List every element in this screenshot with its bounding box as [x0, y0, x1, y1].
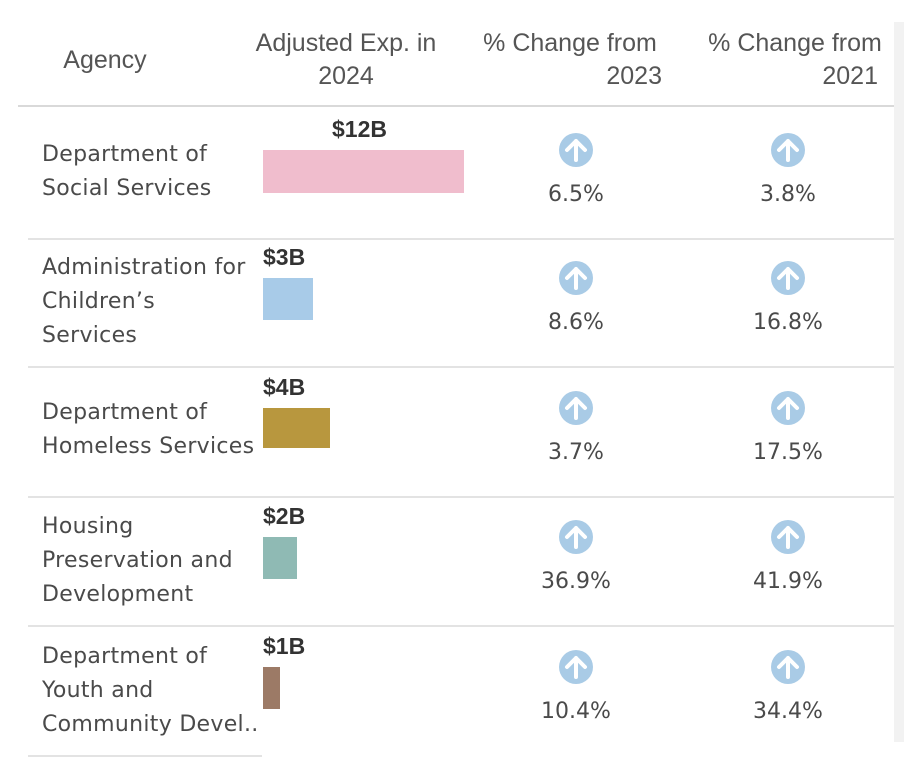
- change-2021-icon-wrap: [770, 649, 806, 685]
- expense-bar: [263, 537, 297, 579]
- change-2023-icon-wrap: [558, 649, 594, 685]
- expense-bar: [263, 408, 330, 448]
- arrow-up-circle-icon: [771, 650, 805, 684]
- agency-name: Administration for Children’s Services: [42, 255, 246, 348]
- arrow-up-circle-icon: [771, 520, 805, 554]
- header-adjusted-exp-line1: Adjusted Exp. in: [255, 29, 437, 57]
- expense-bar: [263, 278, 313, 320]
- arrow-up-circle-icon: [771, 133, 805, 167]
- header-change-2023-line1: % Change from: [483, 29, 657, 57]
- row-divider: [28, 755, 262, 757]
- change-2021-value: 34.4%: [753, 699, 823, 724]
- header-change-2021-line1: % Change from: [708, 29, 882, 57]
- agency-name: Department of Youth and Community Devel.…: [42, 644, 259, 737]
- expense-bar-label: $3B: [263, 244, 306, 270]
- header-agency: Agency: [63, 46, 147, 74]
- change-2023-value: 10.4%: [541, 699, 611, 724]
- row-divider: [28, 366, 894, 368]
- header-adjusted-exp-line2: 2024: [318, 62, 374, 90]
- change-2021-icon-wrap: [770, 260, 806, 296]
- arrow-up-circle-icon: [771, 391, 805, 425]
- right-edge-strip: [894, 22, 904, 742]
- header-change-2023: % Change from 2023: [470, 27, 670, 93]
- arrow-up-circle-icon: [559, 133, 593, 167]
- change-2021-value: 17.5%: [753, 440, 823, 465]
- change-2023-icon-wrap: [558, 260, 594, 296]
- arrow-up-circle-icon: [559, 261, 593, 295]
- arrow-up-circle-icon: [771, 261, 805, 295]
- agency-name: Department of Social Services: [42, 142, 212, 201]
- header-divider: [18, 105, 894, 107]
- arrow-up-circle-icon: [559, 391, 593, 425]
- change-2021-value: 16.8%: [753, 310, 823, 335]
- header-adjusted-exp: Adjusted Exp. in 2024: [240, 27, 452, 93]
- change-2023-value: 3.7%: [548, 440, 604, 465]
- change-2021-value: 41.9%: [753, 569, 823, 594]
- change-2023-value: 6.5%: [548, 182, 604, 207]
- agency-name: Housing Preservation and Development: [42, 514, 233, 607]
- agency-name: Department of Homeless Services: [42, 400, 255, 459]
- change-2021-value: 3.8%: [760, 182, 816, 207]
- expense-bar-label: $12B: [332, 116, 387, 142]
- expense-bar-label: $4B: [263, 374, 306, 400]
- row-divider: [28, 496, 894, 498]
- header-change-2023-line2: 2023: [606, 62, 662, 90]
- change-2023-icon-wrap: [558, 132, 594, 168]
- change-2021-icon-wrap: [770, 519, 806, 555]
- change-2023-icon-wrap: [558, 390, 594, 426]
- change-2021-icon-wrap: [770, 132, 806, 168]
- expense-bar-label: $1B: [263, 633, 306, 659]
- change-2023-icon-wrap: [558, 519, 594, 555]
- change-2021-icon-wrap: [770, 390, 806, 426]
- change-2023-value: 8.6%: [548, 310, 604, 335]
- expense-bar: [263, 667, 280, 709]
- row-divider: [28, 238, 894, 240]
- expense-bar-label: $2B: [263, 503, 306, 529]
- arrow-up-circle-icon: [559, 520, 593, 554]
- row-divider: [28, 625, 894, 627]
- header-change-2021-line2: 2021: [822, 62, 878, 90]
- change-2023-value: 36.9%: [541, 569, 611, 594]
- expense-bar: [263, 150, 464, 193]
- arrow-up-circle-icon: [559, 650, 593, 684]
- header-change-2021: % Change from 2021: [690, 27, 900, 93]
